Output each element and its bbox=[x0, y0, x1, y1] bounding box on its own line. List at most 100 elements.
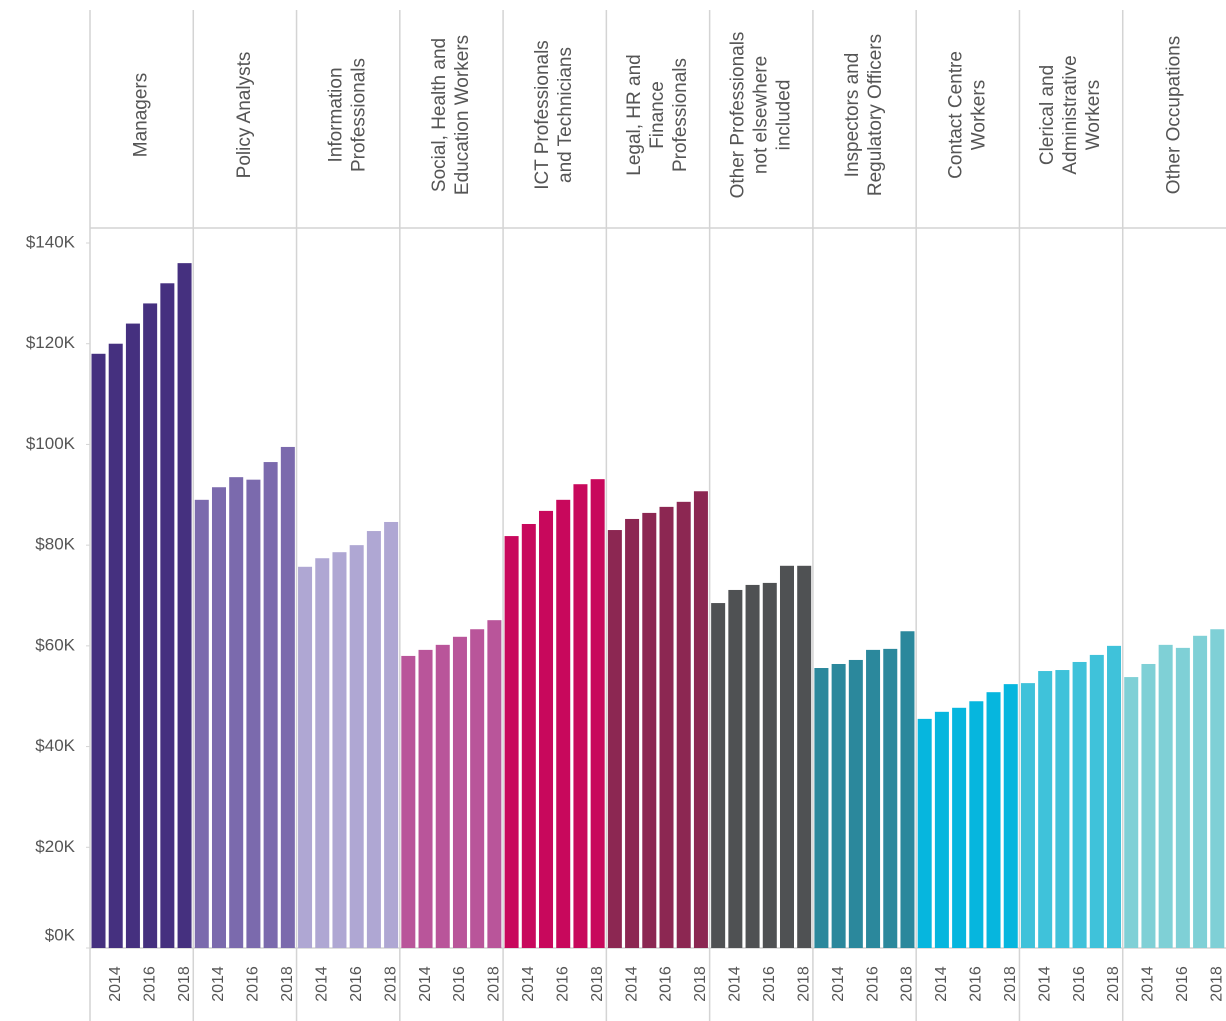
bar bbox=[590, 479, 605, 948]
bar bbox=[280, 446, 295, 948]
bar bbox=[1193, 635, 1208, 948]
bar bbox=[125, 323, 140, 949]
bar bbox=[642, 512, 657, 948]
x-tick-label: 2016 bbox=[1174, 966, 1191, 1002]
x-tick-label: 2018 bbox=[486, 966, 503, 1002]
bar bbox=[349, 545, 364, 948]
y-tick-label: $100K bbox=[26, 434, 76, 453]
x-tick-label: 2014 bbox=[417, 966, 434, 1002]
bar bbox=[263, 462, 278, 948]
panel-title: Managers bbox=[131, 73, 152, 158]
y-tick-label: $0K bbox=[45, 925, 76, 944]
bar bbox=[814, 668, 829, 948]
bar bbox=[831, 663, 846, 948]
bar bbox=[487, 620, 502, 948]
bar bbox=[659, 506, 674, 948]
x-tick-label: 2018 bbox=[1105, 966, 1122, 1002]
bar bbox=[332, 552, 347, 948]
x-tick-label: 2016 bbox=[451, 966, 468, 1002]
y-tick-label: $40K bbox=[35, 736, 75, 755]
bar bbox=[452, 636, 467, 948]
bar bbox=[1158, 644, 1173, 948]
bar bbox=[1141, 663, 1156, 948]
bar bbox=[211, 487, 226, 948]
panel-title: Other Professionals bbox=[727, 32, 748, 199]
panel-title: included bbox=[773, 80, 794, 151]
bar bbox=[401, 655, 416, 948]
bar bbox=[91, 353, 106, 948]
bar bbox=[504, 536, 519, 948]
bar bbox=[470, 629, 485, 948]
panel-title: Information bbox=[326, 67, 347, 162]
panel-title: Education Workers bbox=[452, 35, 473, 195]
panel-title: Policy Analysts bbox=[234, 52, 255, 179]
y-tick-label: $140K bbox=[26, 232, 76, 251]
x-tick-label: 2014 bbox=[933, 966, 950, 1002]
bar bbox=[366, 531, 381, 948]
bar bbox=[676, 501, 691, 948]
panel-title: Contact Centre bbox=[945, 51, 966, 179]
panel-title: Professionals bbox=[349, 58, 370, 172]
bar bbox=[315, 558, 330, 948]
y-tick-label: $20K bbox=[35, 837, 75, 856]
x-tick-label: 2016 bbox=[658, 966, 675, 1002]
y-tick-label: $60K bbox=[35, 635, 75, 654]
x-tick-label: 2014 bbox=[727, 966, 744, 1002]
bar bbox=[1020, 683, 1035, 948]
bar bbox=[229, 477, 244, 948]
bar bbox=[900, 631, 915, 948]
bar bbox=[883, 648, 898, 948]
y-tick-label: $120K bbox=[26, 333, 76, 352]
bar bbox=[1089, 654, 1104, 948]
x-tick-label: 2016 bbox=[864, 966, 881, 1002]
panel-title: Workers bbox=[968, 80, 989, 150]
x-tick-label: 2016 bbox=[141, 966, 158, 1002]
x-tick-label: 2014 bbox=[830, 966, 847, 1002]
bar bbox=[779, 565, 794, 948]
bar bbox=[1038, 671, 1053, 948]
bar bbox=[194, 499, 209, 948]
bar bbox=[917, 718, 932, 948]
panel-title: Professionals bbox=[670, 58, 691, 172]
bar bbox=[556, 499, 571, 948]
bar bbox=[848, 659, 863, 948]
bar bbox=[1107, 645, 1122, 948]
bar bbox=[693, 491, 708, 948]
bar bbox=[866, 649, 881, 948]
bar bbox=[298, 566, 313, 948]
bar bbox=[177, 263, 192, 949]
panel-title: Legal, HR and bbox=[624, 54, 645, 175]
bar bbox=[384, 521, 399, 948]
x-tick-label: 2016 bbox=[348, 966, 365, 1002]
panel-title: Finance bbox=[647, 81, 668, 149]
x-tick-label: 2018 bbox=[899, 966, 916, 1002]
bar bbox=[1124, 677, 1139, 948]
bar bbox=[625, 518, 640, 948]
bar bbox=[934, 711, 949, 948]
bar bbox=[143, 303, 158, 948]
bar bbox=[711, 603, 726, 948]
bar bbox=[521, 523, 536, 948]
x-tick-label: 2018 bbox=[279, 966, 296, 1002]
bar bbox=[607, 530, 622, 948]
bar bbox=[952, 707, 967, 948]
bar bbox=[573, 484, 588, 948]
bar bbox=[539, 510, 554, 948]
bar bbox=[728, 589, 743, 948]
panel-title: and Technicians bbox=[555, 47, 576, 183]
x-tick-label: 2018 bbox=[1209, 966, 1226, 1002]
x-tick-label: 2014 bbox=[313, 966, 330, 1002]
bar bbox=[1003, 684, 1018, 948]
bar bbox=[797, 565, 812, 948]
x-tick-label: 2016 bbox=[554, 966, 571, 1002]
x-tick-label: 2014 bbox=[623, 966, 640, 1002]
x-tick-label: 2014 bbox=[1140, 966, 1157, 1002]
bar bbox=[1175, 647, 1190, 948]
panel-title: Regulatory Officers bbox=[865, 34, 886, 196]
panel-title: Other Occupations bbox=[1163, 36, 1184, 194]
bar bbox=[108, 343, 123, 948]
x-tick-label: 2016 bbox=[761, 966, 778, 1002]
bar bbox=[1072, 661, 1087, 948]
bar bbox=[745, 584, 760, 948]
